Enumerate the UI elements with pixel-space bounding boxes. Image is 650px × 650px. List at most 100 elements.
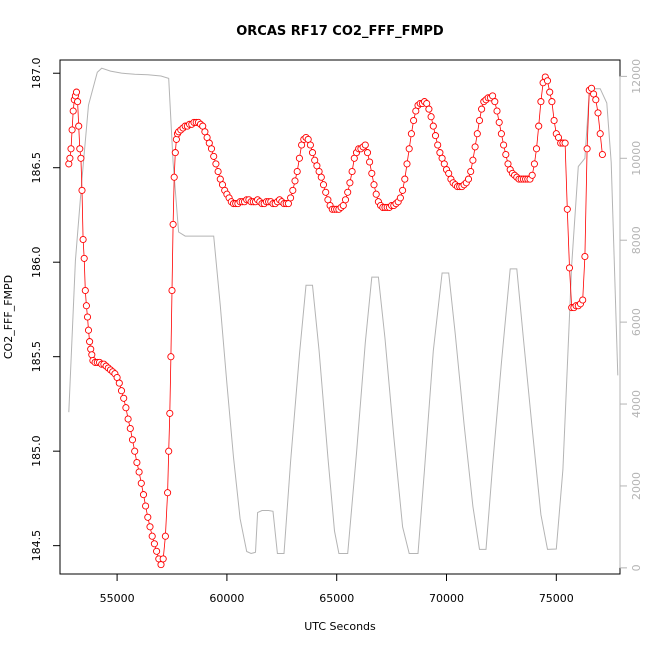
co2-point [76, 145, 84, 153]
co2-point [166, 409, 174, 417]
y-tick-label: 186.5 [30, 152, 43, 184]
altitude-series [68, 67, 619, 555]
co2-point [306, 141, 314, 149]
co2-point [172, 135, 180, 143]
co2-point [583, 145, 591, 153]
co2-point [214, 167, 222, 176]
co2-point [372, 190, 380, 198]
co2-point [308, 149, 317, 157]
co2-point [117, 387, 126, 395]
co2-point [495, 118, 503, 126]
co2-point [75, 122, 83, 130]
co2-point [86, 338, 94, 346]
co2-point [528, 171, 536, 179]
co2-point [594, 109, 602, 117]
y2-tick-label: 12000 [630, 59, 643, 94]
co2-point [164, 489, 172, 497]
co2-point [167, 353, 175, 361]
co2-point [80, 254, 88, 262]
co2-point [543, 77, 552, 85]
co2-point [348, 167, 356, 176]
co2-line [68, 76, 603, 566]
co2-point [396, 194, 404, 202]
co2-series [65, 73, 606, 569]
co2-point [407, 130, 415, 138]
co2-point [122, 404, 130, 412]
co2-point [171, 149, 179, 157]
co2-point [471, 143, 479, 151]
co2-point [478, 105, 486, 113]
co2-point [78, 186, 86, 194]
y-tick-label: 185.0 [30, 435, 43, 467]
co2-point [548, 98, 556, 106]
co2-point [537, 98, 545, 106]
co2-point [131, 447, 139, 455]
co2-point [532, 145, 541, 153]
co2-point [410, 116, 418, 125]
co2-point [429, 122, 437, 130]
co2-point [546, 88, 554, 96]
x-tick-label: 65000 [319, 592, 354, 605]
co2-point [431, 132, 440, 140]
co2-point [159, 555, 167, 563]
co2-point [120, 394, 128, 402]
co2-point [72, 88, 81, 96]
y-axis: 184.5 185.0 185.5 186.0 186.5 187.0 [30, 57, 61, 562]
y-tick-label: 184.5 [30, 530, 43, 562]
co2-point [467, 167, 475, 176]
co2-point [598, 150, 606, 159]
co2-point [137, 479, 145, 487]
co2-point [168, 286, 176, 295]
co2-point [502, 150, 510, 159]
co2-point [361, 141, 369, 149]
co2-point [150, 540, 158, 548]
x-axis: 55000 60000 65000 70000 75000 [100, 573, 574, 605]
y-tick-label: 186.0 [30, 246, 43, 278]
co2-point [142, 502, 150, 510]
co2-point [207, 145, 216, 153]
co2-point [346, 179, 354, 187]
y-tick-label: 185.5 [30, 341, 43, 373]
co2-point [579, 296, 587, 304]
co2-point [169, 220, 177, 228]
co2-point [69, 107, 77, 115]
co2-point [368, 169, 376, 177]
y2-tick-label: 4000 [630, 390, 643, 418]
co2-point [530, 160, 538, 168]
co2-point [135, 468, 143, 476]
co2-point [469, 156, 477, 164]
co2-point [126, 424, 134, 433]
x-tick-label: 55000 [100, 592, 135, 605]
co2-point [144, 513, 152, 521]
co2-point [317, 173, 325, 181]
co2-point [473, 130, 481, 138]
y2-tick-label: 8000 [630, 226, 643, 254]
co2-point [170, 173, 178, 181]
co2-point [83, 313, 92, 321]
y2-tick-label: 2000 [630, 472, 643, 500]
co2-point [67, 145, 75, 153]
co2-point [87, 345, 95, 353]
co2-point [403, 160, 411, 168]
secondary-y-axis: 0 2000 4000 6000 8000 10000 12000 [619, 59, 643, 571]
co2-point [84, 326, 93, 334]
co2-point [210, 152, 218, 160]
co2-point [319, 181, 328, 189]
co2-point [491, 98, 499, 106]
co2-point [146, 523, 154, 531]
co2-point [550, 116, 558, 125]
co2-point [563, 205, 571, 213]
co2-point [370, 181, 378, 189]
co2-point [401, 175, 409, 183]
co2-point [165, 447, 173, 455]
co2-point [425, 105, 433, 113]
co2-point [475, 116, 484, 125]
y-tick-label: 187.0 [30, 57, 43, 89]
co2-point [399, 186, 407, 194]
y2-tick-label: 10000 [630, 141, 643, 176]
co2-point [153, 547, 161, 555]
chart-title: ORCAS RF17 CO2_FFF_FMPD [236, 24, 444, 39]
co2-point [366, 158, 374, 166]
co2-point [133, 458, 141, 467]
